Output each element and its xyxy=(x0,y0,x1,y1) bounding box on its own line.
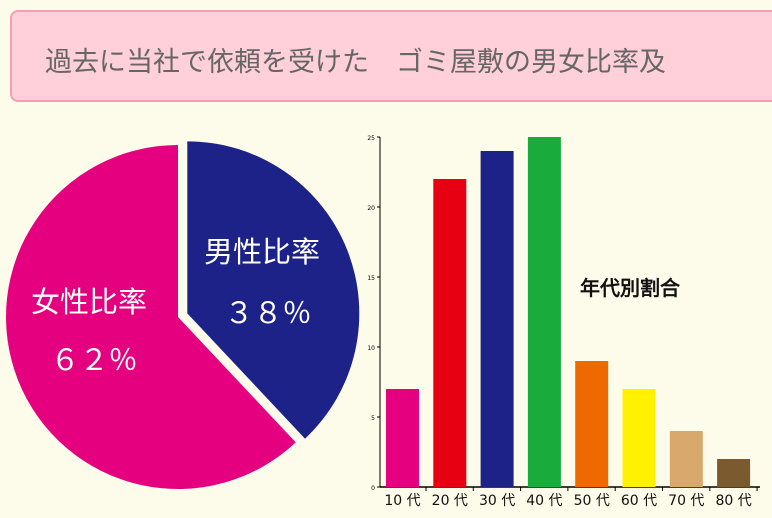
x-tick-label: 30 代 xyxy=(479,493,515,509)
bar-4 xyxy=(527,137,561,487)
pie-slice-female xyxy=(5,145,296,489)
x-tick-labels: 10 代 20 代 30 代 40 代 50 代 60 代 70 代 80 代 xyxy=(384,487,758,509)
x-tick-label: 70 代 xyxy=(668,493,704,509)
y-tick-label: 5 xyxy=(371,415,375,422)
x-tick-label: 20 代 xyxy=(432,493,468,509)
pie-value-male: ３８％ xyxy=(224,296,311,330)
y-tick-label: 0 xyxy=(371,485,375,492)
header-banner: 過去に当社で依頼を受けた ゴミ屋敷の男女比率及 xyxy=(10,10,772,102)
y-tick-label: 15 xyxy=(367,275,375,282)
y-tick-label: 20 xyxy=(367,205,375,212)
age-bar-chart: 0 5 10 15 20 25 10 代 20 代 30 代 40 代 50 代 60 代 70 代 8… xyxy=(367,135,760,509)
x-tick-label: 80 代 xyxy=(715,493,751,509)
bar-2 xyxy=(433,179,467,487)
page-title: 過去に当社で依頼を受けた ゴミ屋敷の男女比率及 xyxy=(45,47,666,78)
gender-pie-chart: 男性比率 ３８％ 女性比率 ６２％ xyxy=(5,141,360,489)
bar-chart-title: 年代別割合 xyxy=(580,276,680,300)
bar-1 xyxy=(386,389,419,487)
bar-8 xyxy=(717,459,751,487)
x-tick-label: 60 代 xyxy=(621,493,657,509)
pie-label-male: 男性比率 xyxy=(204,235,320,269)
pie-label-female: 女性比率 xyxy=(31,285,147,319)
y-tick-label: 10 xyxy=(367,345,375,352)
bar-7 xyxy=(669,431,703,487)
x-tick-label: 50 代 xyxy=(574,493,610,509)
x-tick-label: 10 代 xyxy=(384,493,420,509)
x-tick-label: 40 代 xyxy=(526,493,562,509)
bar-3 xyxy=(480,151,514,487)
bar-5 xyxy=(575,361,609,487)
pie-value-female: ６２％ xyxy=(50,343,137,377)
y-tick-label: 25 xyxy=(367,135,375,142)
y-ticks: 0 5 10 15 20 25 xyxy=(367,135,380,492)
pie-slice-male xyxy=(187,141,360,439)
bar-6 xyxy=(622,389,656,487)
bars xyxy=(386,137,751,487)
